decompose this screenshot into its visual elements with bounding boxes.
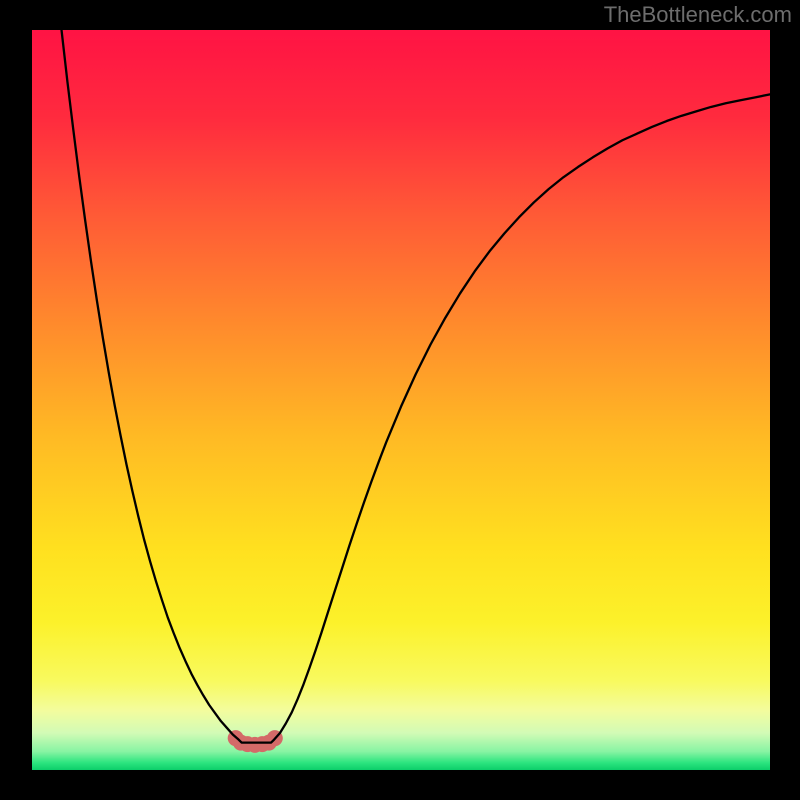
bottleneck-chart	[0, 0, 800, 800]
canvas-root: TheBottleneck.com	[0, 0, 800, 800]
plot-background	[32, 30, 770, 770]
